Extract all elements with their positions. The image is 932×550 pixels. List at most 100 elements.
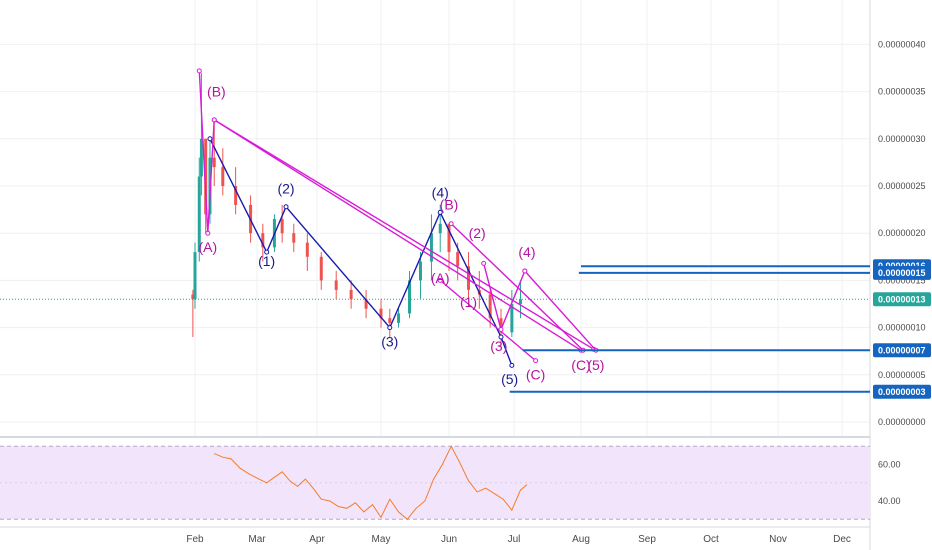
candle-body xyxy=(429,233,433,262)
candle-body xyxy=(204,138,208,215)
time-tick-label: Oct xyxy=(703,534,719,545)
time-tick-label: Dec xyxy=(833,534,851,545)
time-tick-label: May xyxy=(372,534,391,545)
candle xyxy=(292,223,296,253)
candle xyxy=(388,308,392,338)
candle-body xyxy=(364,299,368,309)
candle-body xyxy=(499,318,503,333)
anchor-point xyxy=(387,325,393,331)
candle-body xyxy=(438,223,442,234)
candle-body xyxy=(280,219,284,234)
wave-label: (2) xyxy=(277,181,294,197)
anchor-point xyxy=(481,260,487,266)
time-tick-label: Feb xyxy=(186,534,204,545)
anchor-point xyxy=(211,117,217,123)
anchor-point xyxy=(509,362,515,368)
candle-body xyxy=(510,304,514,333)
time-tick-label: Aug xyxy=(572,534,590,545)
wave-label: (A) xyxy=(431,270,450,286)
wave-label: (2) xyxy=(469,225,486,241)
candle-body xyxy=(349,289,353,300)
level-pill xyxy=(873,265,931,280)
candle-body xyxy=(199,138,203,177)
wave-label: (4) xyxy=(518,244,535,260)
candle-body xyxy=(418,261,422,281)
anchor-point xyxy=(498,334,504,340)
wave-label: (1) xyxy=(258,253,275,269)
wave-label: (5) xyxy=(587,357,604,373)
level-pill xyxy=(873,343,931,358)
candle-body xyxy=(467,266,470,290)
candle xyxy=(221,148,225,196)
level-tag: 0.00000003 xyxy=(873,384,931,399)
price-tick-label: 0.00000030 xyxy=(878,134,926,144)
current-price-tag: 0.00000013 xyxy=(873,292,931,307)
time-tick-label: Jul xyxy=(508,534,521,545)
candle-body xyxy=(221,167,225,186)
candle-body xyxy=(408,280,412,314)
price-tick-label: 0.00000020 xyxy=(878,228,926,238)
candle-body xyxy=(456,252,460,267)
time-tick-label: Jun xyxy=(441,534,457,545)
wave-label: (3) xyxy=(490,338,507,354)
level-tag: 0.00000015 xyxy=(873,265,931,280)
wave-label: (B) xyxy=(440,197,459,213)
wave-label: (C) xyxy=(526,367,545,383)
candle-body xyxy=(292,233,296,243)
current-price-pill xyxy=(873,292,931,307)
price-tick-label: 0.00000035 xyxy=(878,87,926,97)
candle xyxy=(510,289,514,338)
price-tick-label: 0.00000000 xyxy=(878,417,926,427)
level-tag: 0.00000007 xyxy=(873,343,931,358)
candle xyxy=(305,233,309,271)
candle xyxy=(191,289,195,338)
lower-trendline xyxy=(439,279,537,362)
anchor-point xyxy=(522,268,528,274)
price-tick-label: 0.00000010 xyxy=(878,323,926,333)
candle xyxy=(364,289,368,319)
rsi-line xyxy=(214,445,528,521)
anchor-point xyxy=(205,230,211,236)
candle-body xyxy=(518,299,522,304)
current-price-label: 0.00000013 xyxy=(878,294,926,304)
time-axis: Feb Mar Apr May Jun Jul Aug Sep Oct Nov Dec xyxy=(186,534,851,545)
candle xyxy=(193,242,197,309)
candle xyxy=(280,204,284,243)
candle-body xyxy=(193,252,197,300)
candle-body xyxy=(319,256,323,281)
time-tick-label: Sep xyxy=(638,534,656,545)
candle-body xyxy=(261,233,265,248)
candle-body xyxy=(334,280,338,290)
level-label: 0.00000003 xyxy=(878,387,926,397)
anchor-point xyxy=(207,136,213,142)
rsi-tick-label: 40.00 xyxy=(878,496,901,506)
candle xyxy=(349,280,353,309)
time-tick-label: Apr xyxy=(309,534,325,545)
candle-body xyxy=(379,308,383,319)
level-label: 0.00000007 xyxy=(878,345,926,355)
price-tick-label: 0.00000025 xyxy=(878,181,926,191)
candle xyxy=(429,214,433,281)
candle xyxy=(418,252,422,300)
candle xyxy=(199,72,203,196)
level-pill xyxy=(873,384,931,399)
candle xyxy=(408,270,412,319)
upper-trendline xyxy=(213,119,595,350)
wave-label: (4) xyxy=(432,184,449,200)
candle xyxy=(319,252,323,290)
projection-c xyxy=(450,223,584,351)
impulse-path xyxy=(209,138,513,366)
candle xyxy=(488,289,492,328)
candle-body xyxy=(488,294,492,319)
candle-body xyxy=(388,318,392,323)
price-tick-label: 0.00000015 xyxy=(878,275,926,285)
anchor-point xyxy=(264,249,270,255)
anchor-point xyxy=(533,358,539,364)
candle xyxy=(197,157,201,262)
candle xyxy=(397,308,401,328)
candle-body xyxy=(191,294,195,300)
corrective-path xyxy=(198,70,582,351)
anchor-point xyxy=(196,68,202,74)
time-tick-label: Nov xyxy=(769,534,787,545)
